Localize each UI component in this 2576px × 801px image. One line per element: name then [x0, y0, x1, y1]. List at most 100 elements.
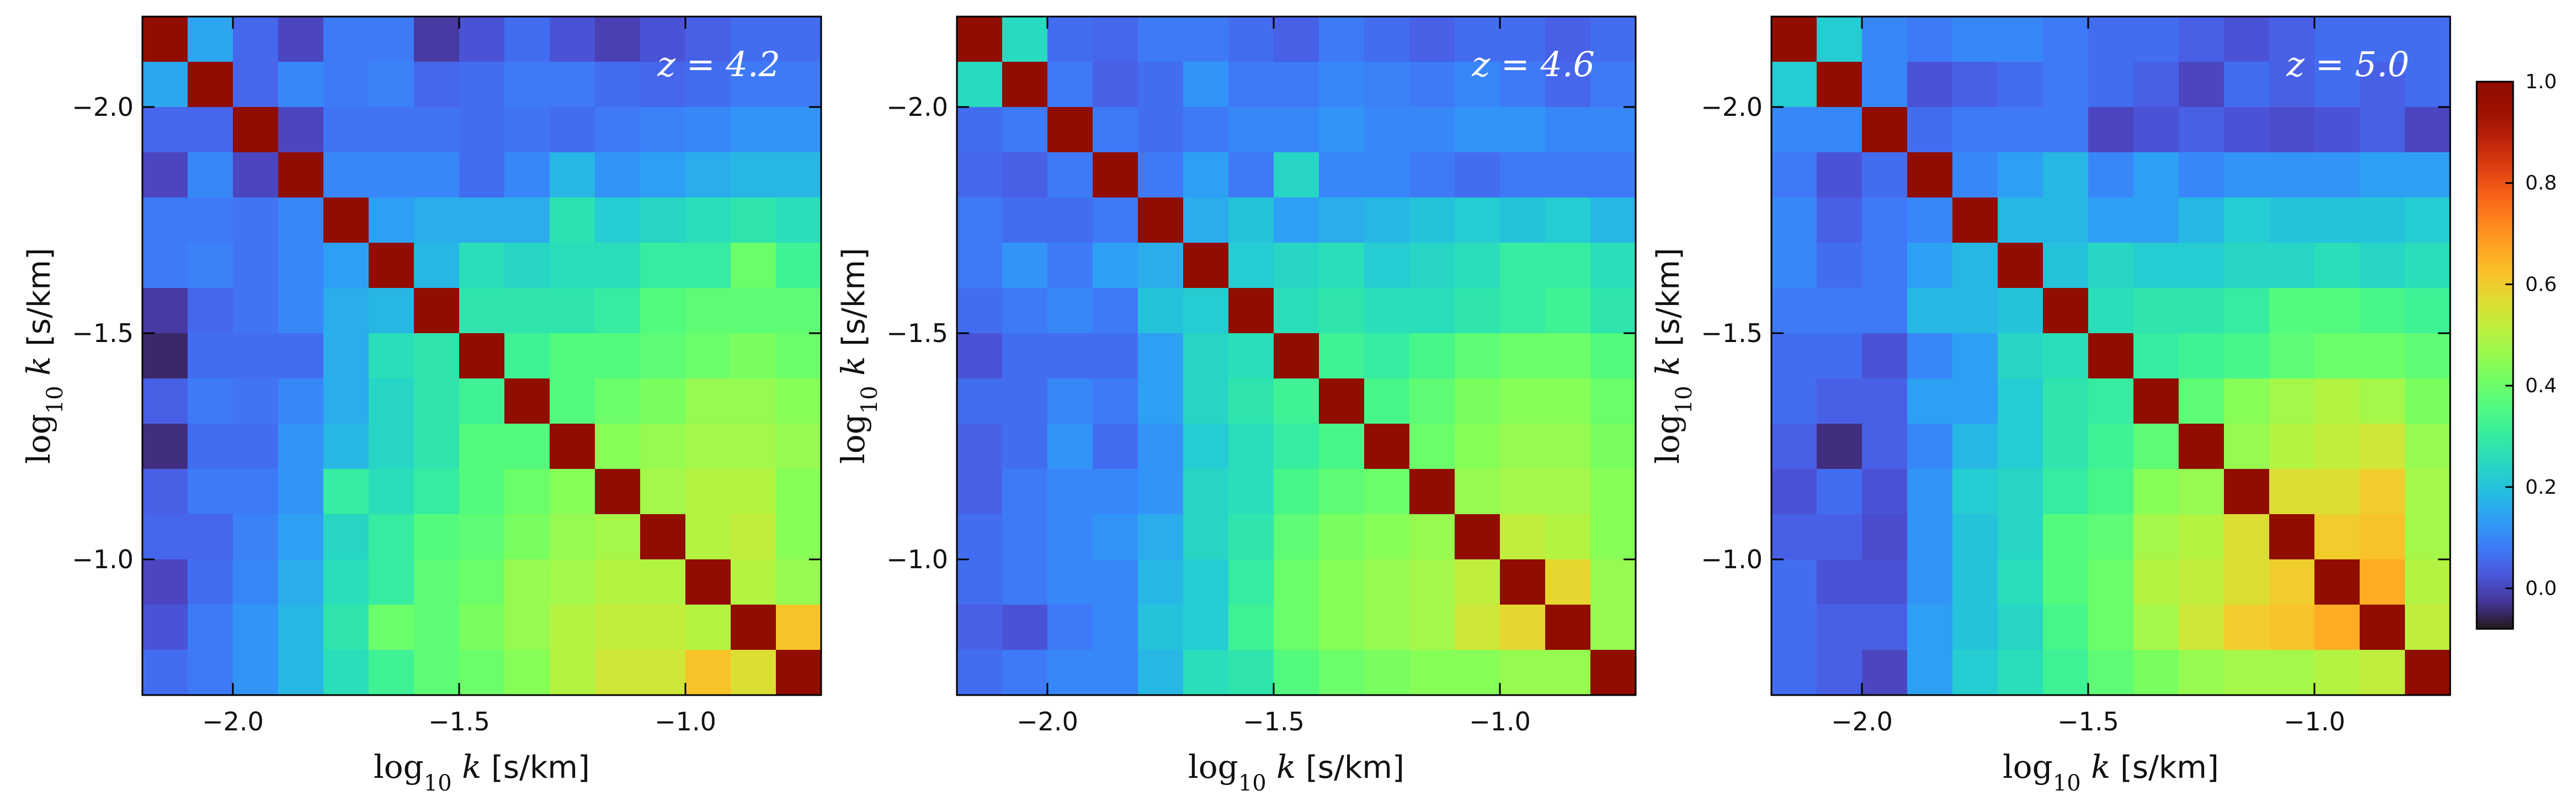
heatmap-cell — [1817, 62, 1862, 108]
heatmap-cell — [1319, 288, 1365, 334]
heatmap-cell — [459, 17, 505, 62]
heatmap-cell — [2179, 514, 2224, 560]
heatmap-cell — [2405, 469, 2451, 515]
heatmap-cell — [323, 197, 369, 243]
heatmap-panel-3: −2.0 −1.5 −1.0 −2.0 −1.5 −1.0 log10 k [s/km] lo… — [1649, 15, 2451, 796]
heatmap-cell — [1002, 17, 1048, 62]
heatmap-cell — [1817, 378, 1862, 424]
heatmap-cell — [2269, 605, 2315, 650]
plot-frame — [1770, 15, 2451, 696]
heatmap-cell — [1319, 243, 1365, 289]
heatmap-cell — [595, 378, 641, 424]
heatmap-cell — [1093, 605, 1138, 650]
heatmap-cell — [414, 378, 460, 424]
heatmap-cell — [1500, 243, 1546, 289]
heatmap-cell — [1862, 469, 1908, 515]
heatmap-cell — [1228, 288, 1274, 334]
heatmap-cell — [2043, 62, 2089, 108]
heatmap-cell — [1590, 514, 1636, 560]
heatmap-cell — [188, 17, 233, 62]
heatmap-cell — [2269, 197, 2315, 243]
heatmap-cell — [1998, 469, 2043, 515]
heatmap-cell — [369, 243, 414, 289]
heatmap-cell — [1998, 107, 2043, 153]
heatmap-cell — [1500, 333, 1546, 379]
y-tick-label: −1.0 — [886, 544, 948, 574]
heatmap-cell — [1364, 152, 1410, 198]
heatmap-cell — [2269, 333, 2315, 379]
heatmap-cell — [1093, 424, 1138, 469]
heatmap-cell — [2179, 62, 2224, 108]
plot-frame — [956, 15, 1637, 696]
heatmap-cell — [2360, 424, 2405, 469]
heatmap-cell — [1771, 288, 1817, 334]
heatmap-cell — [1002, 650, 1048, 696]
heatmap-cell — [1817, 514, 1862, 560]
heatmap-cell — [2224, 378, 2270, 424]
heatmap-cell — [369, 288, 414, 334]
heatmap-cell — [504, 605, 550, 650]
heatmap-cell — [1093, 288, 1138, 334]
heatmap-cell — [1002, 333, 1048, 379]
heatmap-cell — [1228, 650, 1274, 696]
heatmap-cell — [1907, 17, 1953, 62]
heatmap-cell — [1319, 152, 1365, 198]
heatmap-cell — [1817, 424, 1862, 469]
heatmap-cell — [278, 107, 324, 153]
heatmap-cell — [957, 559, 1003, 605]
heatmap-cell — [776, 378, 822, 424]
heatmap-cell — [414, 107, 460, 153]
heatmap-cell — [1319, 197, 1365, 243]
y-tick-label: −1.5 — [1701, 318, 1763, 348]
y-tick-label: −2.0 — [72, 92, 134, 122]
heatmap-cell — [2224, 469, 2270, 515]
heatmap-cell — [1817, 152, 1862, 198]
heatmap-cell — [323, 17, 369, 62]
heatmap-cell — [2224, 650, 2270, 696]
heatmap-cell — [1093, 514, 1138, 560]
heatmap-cell — [1183, 559, 1229, 605]
heatmap-cell — [414, 559, 460, 605]
heatmap-cell — [1409, 605, 1455, 650]
heatmap-cell — [323, 152, 369, 198]
redshift-label: z = 4.2 — [657, 44, 780, 84]
heatmap-cell — [1138, 424, 1184, 469]
heatmap-cell — [1138, 559, 1184, 605]
heatmap-cell — [731, 62, 776, 108]
heatmap-cell — [1274, 62, 1319, 108]
heatmap-cell — [1590, 62, 1636, 108]
heatmap-cell — [278, 333, 324, 379]
heatmap-cell — [550, 650, 595, 696]
heatmap-cell — [1862, 378, 1908, 424]
heatmap-cell — [2088, 243, 2134, 289]
heatmap-cell — [1907, 62, 1953, 108]
heatmap-cell — [2133, 378, 2179, 424]
heatmap-cell — [1771, 243, 1817, 289]
heatmap-cell — [640, 62, 686, 108]
heatmap-cell — [1274, 17, 1319, 62]
heatmap-cell — [776, 333, 822, 379]
heatmap-cell — [1138, 288, 1184, 334]
heatmap-cell — [1228, 152, 1274, 198]
heatmap-cell — [1274, 469, 1319, 515]
colorbar: 0.0 0.2 0.4 0.6 0.8 1.0 — [2476, 71, 2557, 630]
heatmap-cell — [1093, 152, 1138, 198]
heatmap-cell — [2269, 469, 2315, 515]
heatmap-cell — [1998, 333, 2043, 379]
heatmap-cell — [1590, 378, 1636, 424]
colorbar-tick-label: 0.6 — [2525, 273, 2557, 296]
heatmap-cell — [640, 107, 686, 153]
heatmap-cell — [1093, 197, 1138, 243]
heatmap-cell — [1771, 559, 1817, 605]
heatmap-cell — [1590, 152, 1636, 198]
heatmap-cell — [1862, 424, 1908, 469]
heatmap-cell — [1817, 559, 1862, 605]
heatmap-cell — [1228, 424, 1274, 469]
heatmap-cell — [1545, 62, 1591, 108]
heatmap-cell — [2314, 243, 2360, 289]
heatmap-cell — [1590, 107, 1636, 153]
heatmap-cell — [369, 17, 414, 62]
heatmap-cell — [685, 17, 731, 62]
heatmap-cell — [1002, 197, 1048, 243]
heatmap-cell — [1319, 650, 1365, 696]
